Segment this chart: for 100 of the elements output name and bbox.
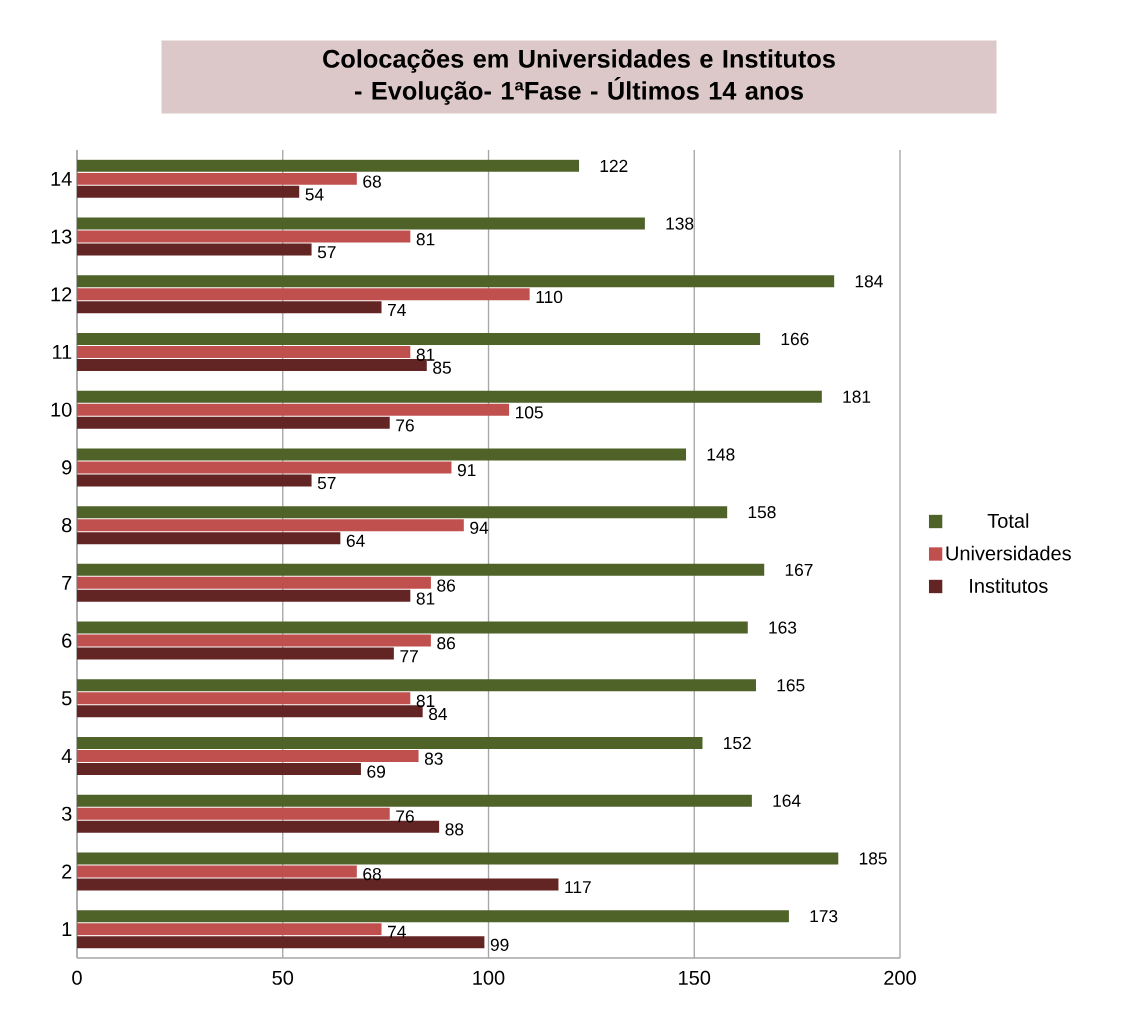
y-tick-label: 14: [51, 171, 72, 186]
bar: [77, 865, 357, 878]
data-label: 88: [445, 823, 464, 836]
y-tick-label: 6: [62, 633, 72, 648]
y-tick-label: 4: [61, 749, 72, 763]
bar: [77, 230, 411, 243]
data-label: 83: [424, 752, 443, 765]
bar: [77, 301, 382, 314]
bar: [77, 563, 765, 576]
legend-label: Universidades: [946, 545, 1071, 561]
bar: [77, 185, 300, 198]
data-label: 148: [707, 448, 735, 461]
bar: [77, 359, 427, 371]
data-label: 76: [396, 419, 414, 432]
data-label: 74: [388, 303, 406, 316]
bar: [77, 621, 748, 634]
data-label: 69: [367, 765, 385, 778]
data-label: 158: [748, 506, 776, 519]
bar: [77, 647, 394, 660]
data-label: 77: [400, 650, 418, 663]
legend-label: Total: [987, 513, 1029, 528]
data-label: 68: [363, 175, 381, 188]
bar: [77, 403, 510, 416]
y-tick-label: 10: [51, 402, 72, 417]
bar: [77, 461, 452, 474]
bar: [77, 737, 703, 749]
legend-label: Institutos: [970, 578, 1048, 593]
bar: [77, 750, 419, 762]
data-label: 167: [785, 563, 813, 576]
bar: [77, 390, 822, 403]
bar: [77, 679, 756, 692]
y-tick-label: 8: [62, 518, 72, 533]
bar: [77, 910, 789, 923]
y-tick-label: 9: [62, 460, 72, 475]
bar: [77, 448, 687, 461]
data-label: 105: [516, 406, 543, 419]
data-label: 94: [470, 521, 489, 534]
bar: [77, 332, 761, 345]
y-tick-label: 7: [62, 575, 72, 590]
y-tick-label: 5: [61, 691, 72, 706]
y-tick-label: 13: [51, 229, 72, 244]
data-label: 57: [317, 246, 336, 259]
data-label: 165: [777, 679, 805, 692]
data-label: 184: [855, 275, 883, 288]
data-label: 185: [859, 852, 887, 865]
data-label: 81: [416, 694, 435, 708]
y-tick-label: 3: [61, 806, 72, 821]
x-tick-label: 0: [72, 970, 82, 985]
bar: [77, 519, 464, 532]
data-label: 163: [769, 621, 797, 634]
bar: [77, 576, 431, 589]
data-label: 76: [396, 810, 414, 823]
data-label: 181: [843, 390, 871, 403]
bar: [77, 474, 312, 487]
bar: [77, 634, 431, 647]
data-label: 117: [565, 881, 591, 894]
data-label: 81: [416, 348, 435, 361]
chart-title: Colocações em Universidades e Institutos - Evolução- 1ªFase - Últimos 14 anos: [323, 49, 835, 105]
bar: [77, 345, 411, 358]
data-label: 99: [490, 938, 509, 951]
bar: [77, 936, 485, 949]
bar: [77, 288, 530, 301]
bar: [77, 416, 390, 429]
data-label: 138: [666, 217, 694, 230]
data-label: 84: [429, 707, 448, 721]
data-label: 164: [773, 794, 801, 807]
data-label: 81: [416, 233, 435, 246]
bar: [77, 807, 390, 820]
data-label: 64: [346, 534, 365, 547]
bar: [77, 589, 411, 602]
data-label: 110: [536, 290, 563, 304]
data-label: 68: [363, 867, 381, 881]
data-label: 166: [781, 332, 809, 346]
bar: [77, 159, 580, 172]
bar: [77, 243, 312, 256]
y-tick-label: 12: [51, 287, 72, 302]
data-label: 152: [724, 736, 751, 750]
bar: [77, 923, 382, 936]
data-label: 54: [305, 188, 324, 201]
x-tick-label: 50: [272, 970, 294, 985]
data-label: 86: [437, 579, 456, 592]
y-tick-label: 1: [62, 922, 72, 937]
bar: [77, 852, 839, 865]
data-label: 91: [457, 463, 476, 477]
bar: [77, 794, 752, 807]
data-label: 122: [600, 159, 628, 172]
x-tick-label: 150: [679, 970, 711, 985]
y-tick-label: 11: [53, 345, 72, 359]
bar: [77, 763, 361, 775]
data-label: 74: [388, 925, 406, 938]
bar: [77, 172, 357, 185]
bar: [77, 217, 645, 230]
data-label: 86: [437, 637, 456, 650]
bar: [77, 692, 411, 705]
data-label: 85: [433, 361, 451, 374]
bar: [77, 532, 341, 545]
data-label: 173: [810, 910, 838, 923]
y-tick-label: 2: [62, 864, 72, 879]
data-label: 57: [317, 477, 336, 490]
x-tick-label: 200: [884, 970, 916, 985]
